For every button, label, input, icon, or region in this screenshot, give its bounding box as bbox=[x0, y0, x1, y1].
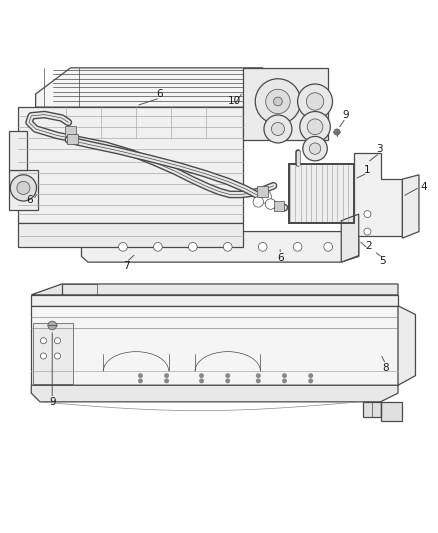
Circle shape bbox=[334, 129, 340, 135]
Circle shape bbox=[165, 379, 168, 383]
Bar bbox=[65, 126, 76, 136]
Polygon shape bbox=[31, 385, 398, 402]
Text: 2: 2 bbox=[365, 240, 371, 251]
Polygon shape bbox=[381, 402, 403, 422]
Circle shape bbox=[165, 374, 168, 377]
Polygon shape bbox=[363, 402, 381, 417]
Circle shape bbox=[139, 374, 142, 377]
Text: 1: 1 bbox=[364, 165, 371, 175]
Circle shape bbox=[274, 97, 283, 106]
Polygon shape bbox=[31, 284, 398, 295]
Circle shape bbox=[54, 353, 60, 359]
Circle shape bbox=[17, 181, 30, 195]
Circle shape bbox=[139, 379, 142, 383]
Circle shape bbox=[200, 374, 203, 377]
Circle shape bbox=[309, 143, 321, 154]
Text: 4: 4 bbox=[420, 182, 427, 192]
Polygon shape bbox=[403, 175, 419, 238]
Polygon shape bbox=[18, 107, 243, 223]
Text: 9: 9 bbox=[49, 397, 56, 407]
Circle shape bbox=[223, 243, 232, 251]
Polygon shape bbox=[81, 231, 359, 262]
Circle shape bbox=[324, 243, 332, 251]
Circle shape bbox=[258, 243, 267, 251]
Circle shape bbox=[54, 338, 60, 344]
Text: 7: 7 bbox=[123, 261, 130, 271]
Circle shape bbox=[258, 190, 272, 203]
Circle shape bbox=[153, 243, 162, 251]
Bar bbox=[274, 201, 285, 212]
Text: 6: 6 bbox=[26, 195, 32, 205]
Polygon shape bbox=[33, 323, 73, 384]
Circle shape bbox=[293, 243, 302, 251]
Circle shape bbox=[40, 353, 46, 359]
Polygon shape bbox=[10, 171, 38, 210]
Text: 8: 8 bbox=[382, 363, 389, 373]
Circle shape bbox=[226, 374, 230, 377]
Circle shape bbox=[119, 243, 127, 251]
Circle shape bbox=[309, 379, 312, 383]
Circle shape bbox=[283, 374, 286, 377]
Polygon shape bbox=[243, 68, 328, 140]
Bar bbox=[258, 186, 268, 197]
Polygon shape bbox=[341, 214, 359, 262]
Circle shape bbox=[306, 93, 324, 110]
Text: 5: 5 bbox=[379, 256, 386, 266]
Circle shape bbox=[40, 338, 46, 344]
Text: 6: 6 bbox=[277, 253, 283, 263]
Polygon shape bbox=[18, 223, 243, 247]
Circle shape bbox=[255, 79, 300, 124]
Circle shape bbox=[200, 379, 203, 383]
Circle shape bbox=[303, 136, 327, 161]
Circle shape bbox=[253, 197, 264, 207]
Bar bbox=[67, 134, 78, 144]
Circle shape bbox=[309, 374, 312, 377]
Circle shape bbox=[364, 228, 371, 235]
Circle shape bbox=[226, 379, 230, 383]
Text: 6: 6 bbox=[157, 89, 163, 99]
Circle shape bbox=[283, 379, 286, 383]
Polygon shape bbox=[35, 68, 263, 107]
Circle shape bbox=[300, 111, 330, 142]
Circle shape bbox=[188, 243, 197, 251]
Text: 9: 9 bbox=[343, 110, 349, 119]
Circle shape bbox=[11, 175, 36, 201]
Circle shape bbox=[48, 321, 57, 330]
Circle shape bbox=[297, 84, 332, 119]
Circle shape bbox=[257, 379, 260, 383]
Polygon shape bbox=[354, 153, 403, 236]
Circle shape bbox=[272, 123, 285, 135]
Polygon shape bbox=[289, 164, 354, 223]
Polygon shape bbox=[398, 306, 416, 385]
Circle shape bbox=[257, 374, 260, 377]
Text: 3: 3 bbox=[376, 144, 383, 155]
Polygon shape bbox=[10, 131, 27, 171]
Polygon shape bbox=[31, 295, 398, 306]
Circle shape bbox=[307, 119, 323, 135]
Circle shape bbox=[264, 115, 292, 143]
Circle shape bbox=[265, 199, 276, 209]
Circle shape bbox=[266, 89, 290, 114]
Polygon shape bbox=[31, 306, 398, 385]
Text: 10: 10 bbox=[228, 96, 241, 107]
Circle shape bbox=[364, 211, 371, 217]
